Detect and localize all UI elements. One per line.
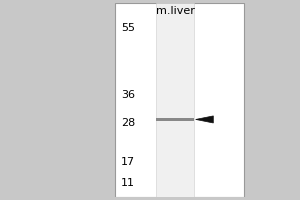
Text: 11: 11 bbox=[121, 178, 135, 188]
FancyBboxPatch shape bbox=[156, 118, 194, 121]
Text: 55: 55 bbox=[121, 23, 135, 33]
Text: 36: 36 bbox=[121, 90, 135, 100]
FancyBboxPatch shape bbox=[115, 3, 244, 197]
Text: 28: 28 bbox=[121, 118, 135, 128]
Text: 17: 17 bbox=[121, 157, 135, 167]
Polygon shape bbox=[196, 116, 213, 123]
FancyBboxPatch shape bbox=[156, 3, 194, 197]
Text: m.liver: m.liver bbox=[156, 6, 194, 16]
